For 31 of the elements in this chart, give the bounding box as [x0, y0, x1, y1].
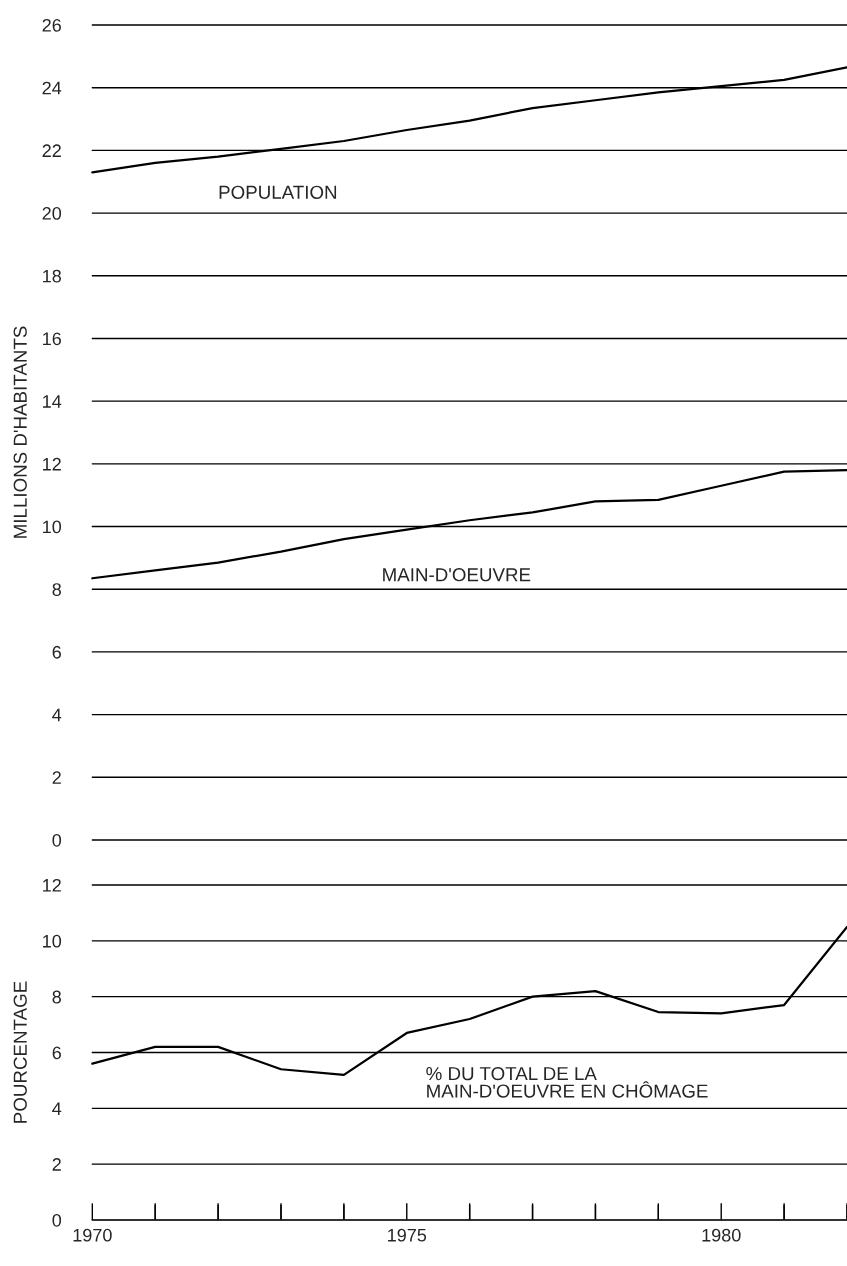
y-tick-label: 16	[43, 332, 61, 346]
y-tick-label: 6	[52, 645, 61, 659]
x-tick-label: 1975	[388, 1228, 427, 1242]
y-tick-label: 0	[52, 833, 62, 847]
y-tick-label: 2	[52, 771, 61, 784]
y-tick-label: 10	[43, 934, 62, 948]
series-label: MAIN-D'OEUVRE	[383, 568, 531, 582]
y-tick-label: 22	[42, 144, 61, 157]
y-tick-label: 2	[52, 1158, 61, 1171]
y-tick-label: 24	[42, 81, 62, 95]
y-tick-label: 8	[52, 583, 61, 596]
line-series	[91, 469, 847, 580]
y-tick-label: 18	[43, 269, 61, 283]
y-tick-label: 4	[52, 1102, 62, 1115]
series-label: % DU TOTAL DE LA MAIN-D'OEUVRE EN CHÔMAGE	[426, 1066, 708, 1098]
y-tick-label: 10	[43, 520, 62, 534]
y-tick-label: 8	[52, 990, 61, 1004]
y-tick-label: 4	[52, 708, 62, 722]
series-label: POPULATION	[219, 185, 337, 199]
y-tick-label: 12	[43, 457, 61, 471]
x-tick-label: 1970	[73, 1228, 112, 1242]
y-tick-label: 0	[52, 1213, 62, 1227]
y-axis-title: POURCENTAGE	[13, 981, 27, 1123]
y-tick-label: 20	[42, 207, 62, 220]
x-tick-label: 1980	[702, 1228, 741, 1242]
y-axis-title: MILLIONS D'HABITANTS	[13, 326, 27, 538]
y-tick-label: 26	[42, 18, 61, 32]
line-series	[91, 66, 847, 174]
y-tick-label: 14	[43, 395, 62, 408]
y-tick-label: 6	[52, 1046, 61, 1060]
y-tick-label: 12	[43, 878, 61, 892]
